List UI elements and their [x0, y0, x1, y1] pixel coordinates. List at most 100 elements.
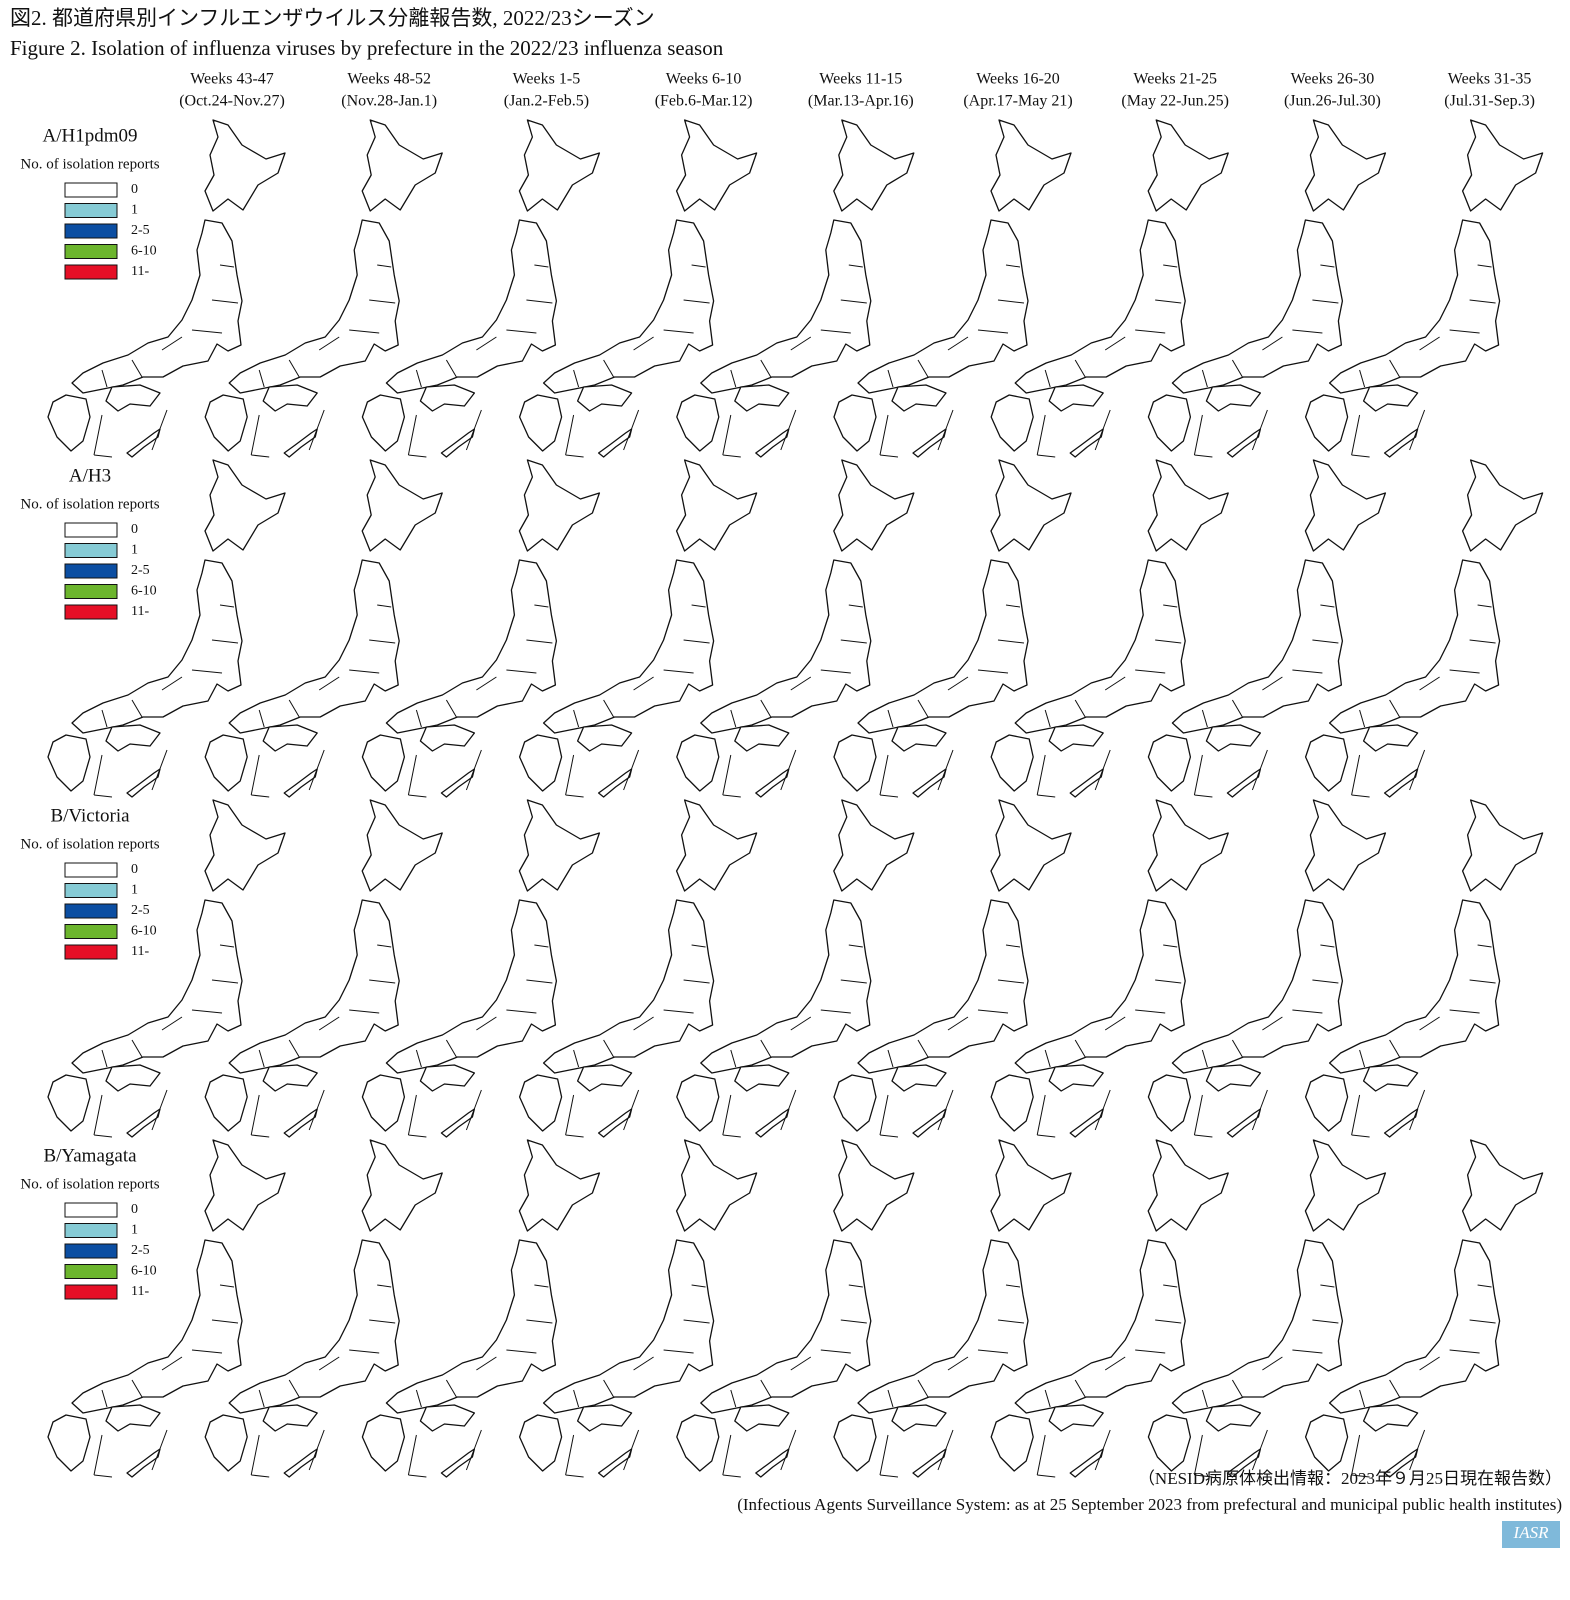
prefecture-border: [219, 1284, 235, 1288]
prefecture-border: [573, 709, 580, 728]
region-outline: [385, 559, 558, 734]
prefecture-border: [534, 1284, 549, 1288]
region-outline: [734, 724, 790, 752]
prefecture-border: [1477, 264, 1492, 268]
prefecture-border: [258, 369, 265, 388]
region-outline: [676, 394, 720, 452]
prefecture-border: [730, 1049, 737, 1068]
japan-map: [518, 119, 758, 458]
prefecture-border: [161, 676, 183, 691]
prefecture-border: [848, 264, 863, 268]
prefecture-border: [1163, 264, 1178, 268]
region-outline: [1328, 559, 1501, 734]
prefecture-border: [349, 669, 380, 674]
region-outline: [1362, 384, 1419, 412]
prefecture-border: [1419, 676, 1440, 691]
region-outline: [440, 768, 476, 798]
prefecture-border: [1449, 1349, 1480, 1354]
prefecture-border: [1312, 1319, 1339, 1324]
region-outline: [755, 768, 790, 798]
prefecture-border: [820, 1349, 851, 1354]
inset-frame: [1193, 409, 1268, 458]
prefecture-border: [790, 1016, 812, 1031]
inset-frame: [407, 749, 482, 798]
inset-frame: [565, 409, 640, 458]
inset-frame: [407, 1429, 482, 1478]
legend-swatch: [64, 264, 118, 280]
source-en: (Infectious Agents Surveillance System: …: [737, 1495, 1562, 1514]
legend-swatch: [64, 1202, 118, 1218]
region-outline: [990, 394, 1034, 452]
column-weeks: Weeks 48-52: [347, 71, 431, 88]
prefecture-border: [603, 1039, 615, 1058]
inset-frame: [1036, 749, 1111, 798]
japan-map: [990, 119, 1229, 458]
prefecture-border: [1201, 1049, 1208, 1068]
prefecture-border: [573, 369, 580, 388]
japan-map: [833, 119, 1072, 458]
prefecture-border: [288, 699, 300, 718]
prefecture-border: [191, 1349, 223, 1354]
prefecture-border: [1044, 709, 1051, 728]
prefecture-border: [573, 1049, 580, 1068]
region-outline: [204, 394, 248, 452]
prefecture-border: [1074, 359, 1086, 378]
japan-map: [676, 799, 915, 1138]
legend-swatch: [64, 1264, 118, 1279]
column-weeks: Weeks 1-5: [513, 71, 581, 88]
region-outline: [833, 459, 915, 552]
japan-map: [990, 799, 1229, 1138]
prefecture-border: [1044, 1389, 1051, 1408]
prefecture-border: [288, 359, 300, 378]
prefecture-border: [633, 676, 654, 691]
legend-swatch: [64, 1284, 118, 1300]
prefecture-border: [369, 979, 396, 984]
japan-map: [518, 1139, 758, 1478]
legend-swatch: [64, 1243, 118, 1259]
region-outline: [361, 1074, 406, 1132]
prefecture-border: [526, 639, 553, 644]
prefecture-border: [840, 299, 867, 304]
prefecture-border: [1005, 944, 1021, 948]
prefecture-border: [1320, 1284, 1335, 1288]
prefecture-border: [258, 709, 265, 728]
prefecture-border: [977, 329, 1009, 334]
japan-map: [1304, 1139, 1544, 1478]
inset-frame: [1351, 749, 1426, 798]
region-outline: [1205, 384, 1262, 412]
region-outline: [912, 768, 947, 798]
region-outline: [419, 1064, 476, 1092]
inset-frame: [565, 749, 640, 798]
legend-label: 6-10: [131, 1264, 157, 1279]
prefecture-border: [1469, 1319, 1496, 1324]
region-outline: [990, 1414, 1034, 1472]
region-outline: [228, 1239, 400, 1414]
region-outline: [518, 459, 601, 552]
region-outline: [47, 1074, 91, 1132]
japan-map: [518, 459, 758, 798]
prefecture-border: [887, 1389, 894, 1408]
region-outline: [262, 1404, 318, 1432]
prefecture-border: [476, 676, 497, 691]
prefecture-border: [1389, 1039, 1401, 1058]
prefecture-border: [161, 1016, 183, 1031]
prefecture-border: [1312, 979, 1339, 984]
prefecture-border: [820, 669, 851, 674]
prefecture-border: [506, 329, 537, 334]
prefecture-border: [526, 1319, 553, 1324]
japan-map: [361, 459, 601, 798]
prefecture-border: [683, 639, 710, 644]
region-outline: [1304, 1139, 1387, 1232]
region-outline: [126, 428, 161, 458]
region-outline: [734, 384, 790, 412]
region-outline: [1383, 1448, 1419, 1478]
prefecture-border: [288, 1379, 300, 1398]
prefecture-border: [1312, 639, 1339, 644]
prefecture-border: [219, 604, 235, 608]
region-outline: [1171, 219, 1344, 394]
region-outline: [361, 799, 443, 892]
japan-map: [990, 459, 1229, 798]
prefecture-border: [131, 1039, 143, 1058]
region-outline: [1328, 219, 1501, 394]
region-outline: [1014, 559, 1186, 734]
